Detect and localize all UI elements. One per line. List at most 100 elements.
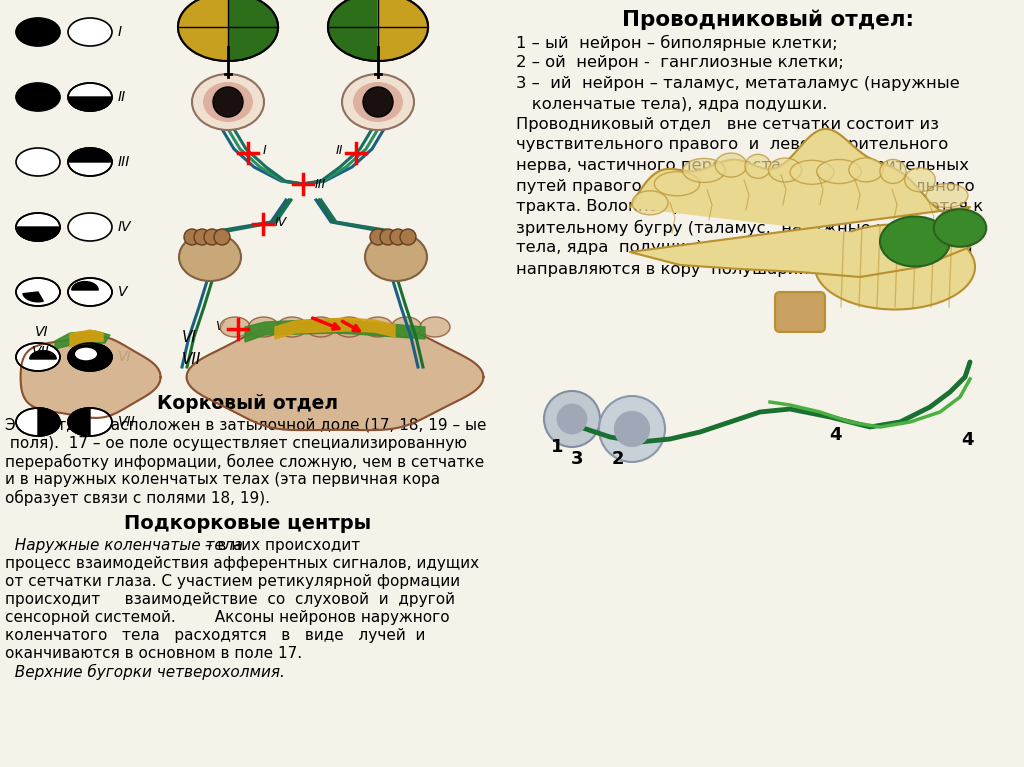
Text: оканчиваются в основном в поле 17.: оканчиваются в основном в поле 17. xyxy=(5,646,302,661)
Text: III: III xyxy=(118,155,130,169)
Text: V: V xyxy=(118,285,128,299)
Polygon shape xyxy=(16,227,60,241)
Text: II: II xyxy=(118,90,126,104)
Ellipse shape xyxy=(68,148,112,176)
Ellipse shape xyxy=(68,18,112,46)
Text: 4: 4 xyxy=(828,426,842,444)
Ellipse shape xyxy=(16,213,60,241)
Polygon shape xyxy=(70,330,103,347)
Ellipse shape xyxy=(16,343,60,371)
Ellipse shape xyxy=(75,347,97,360)
Ellipse shape xyxy=(934,209,986,247)
Polygon shape xyxy=(20,336,161,418)
Ellipse shape xyxy=(249,317,279,337)
Text: от сетчатки глаза. С участием ретикулярной формации: от сетчатки глаза. С участием ретикулярн… xyxy=(5,574,460,589)
Text: коленчатого   тела   расходятся   в   виде   лучей  и: коленчатого тела расходятся в виде лучей… xyxy=(5,628,425,643)
Text: и в наружных коленчатых телах (эта первичная кора: и в наружных коленчатых телах (эта перви… xyxy=(5,472,440,487)
Text: происходит     взаимодействие  со  слуховой  и  другой: происходит взаимодействие со слуховой и … xyxy=(5,592,455,607)
Text: путей правого и левого глаза (хиазма), зрительного: путей правого и левого глаза (хиазма), з… xyxy=(516,179,975,193)
Text: IV: IV xyxy=(118,220,132,234)
Text: процесс взаимодействия афферентных сигналов, идущих: процесс взаимодействия афферентных сигна… xyxy=(5,556,479,571)
Circle shape xyxy=(400,229,416,245)
Polygon shape xyxy=(630,129,970,277)
Ellipse shape xyxy=(342,74,414,130)
Text: V: V xyxy=(215,321,223,334)
Circle shape xyxy=(380,229,396,245)
Text: Корковый отдел: Корковый отдел xyxy=(158,394,339,413)
Text: тракта. Волокна зрительного тракта направляются к: тракта. Волокна зрительного тракта напра… xyxy=(516,199,983,214)
Text: II: II xyxy=(336,144,343,157)
Ellipse shape xyxy=(68,213,112,241)
Text: 2 – ой  нейрон -  ганглиозные клетки;: 2 – ой нейрон - ганглиозные клетки; xyxy=(516,55,844,71)
Text: VII: VII xyxy=(32,345,50,359)
Circle shape xyxy=(213,87,243,117)
Polygon shape xyxy=(68,408,90,436)
Ellipse shape xyxy=(880,160,906,183)
Ellipse shape xyxy=(16,18,60,46)
Polygon shape xyxy=(186,324,483,430)
Text: Проводниковый отдел:: Проводниковый отдел: xyxy=(622,10,914,31)
Text: зрительному бугру (таламус,  наружные коленчатые: зрительному бугру (таламус, наружные кол… xyxy=(516,219,980,235)
Ellipse shape xyxy=(68,343,112,371)
Ellipse shape xyxy=(365,233,427,281)
Ellipse shape xyxy=(815,225,975,310)
Circle shape xyxy=(194,229,210,245)
Text: 4: 4 xyxy=(961,431,973,449)
Ellipse shape xyxy=(849,158,883,182)
Text: I: I xyxy=(263,144,266,157)
Polygon shape xyxy=(38,408,60,436)
Ellipse shape xyxy=(880,216,950,266)
Circle shape xyxy=(390,229,406,245)
Text: I: I xyxy=(118,25,122,39)
Text: поля).  17 – ое поле осуществляет специализированную: поля). 17 – ое поле осуществляет специал… xyxy=(5,436,467,451)
Circle shape xyxy=(184,229,200,245)
Circle shape xyxy=(362,87,393,117)
Text: Подкорковые центры: Подкорковые центры xyxy=(124,514,372,533)
Text: направляются в кору  полушарий большого мозга.: направляются в кору полушарий большого м… xyxy=(516,261,958,277)
Text: Верхние бугорки четверохолмия.: Верхние бугорки четверохолмия. xyxy=(5,664,285,680)
Ellipse shape xyxy=(68,408,112,436)
Text: нерва, частичного перекреста нервных зрительных: нерва, частичного перекреста нервных зри… xyxy=(516,158,969,173)
Text: – в них происходит: – в них происходит xyxy=(200,538,360,553)
Polygon shape xyxy=(378,0,428,61)
Ellipse shape xyxy=(353,82,403,122)
Ellipse shape xyxy=(16,18,60,46)
Text: VI: VI xyxy=(182,330,197,344)
Circle shape xyxy=(544,391,600,447)
Ellipse shape xyxy=(306,317,336,337)
Ellipse shape xyxy=(420,317,450,337)
Ellipse shape xyxy=(68,83,112,111)
Text: VII: VII xyxy=(182,351,202,367)
Polygon shape xyxy=(178,0,228,61)
Ellipse shape xyxy=(745,154,771,178)
Ellipse shape xyxy=(178,0,278,61)
Polygon shape xyxy=(228,0,278,61)
Ellipse shape xyxy=(768,158,802,182)
Circle shape xyxy=(214,229,230,245)
Polygon shape xyxy=(72,281,98,290)
Polygon shape xyxy=(328,0,378,61)
Ellipse shape xyxy=(632,191,668,215)
Ellipse shape xyxy=(334,317,365,337)
Text: Наружные коленчатые тела: Наружные коленчатые тела xyxy=(5,538,243,553)
Ellipse shape xyxy=(362,317,393,337)
Ellipse shape xyxy=(16,408,60,436)
Ellipse shape xyxy=(683,159,725,183)
Circle shape xyxy=(204,229,220,245)
Text: VII: VII xyxy=(118,415,136,429)
Ellipse shape xyxy=(278,317,307,337)
Circle shape xyxy=(370,229,386,245)
Polygon shape xyxy=(245,319,425,342)
Text: VI: VI xyxy=(35,325,48,339)
Text: тела, ядра  подушки).  От  них  зрительные волокна: тела, ядра подушки). От них зрительные в… xyxy=(516,240,973,255)
Ellipse shape xyxy=(16,148,60,176)
Ellipse shape xyxy=(193,74,264,130)
Polygon shape xyxy=(68,97,112,111)
Polygon shape xyxy=(23,292,43,301)
Text: III: III xyxy=(315,179,327,192)
Ellipse shape xyxy=(926,183,968,208)
Ellipse shape xyxy=(16,83,60,111)
Text: 3: 3 xyxy=(570,450,584,468)
Text: коленчатые тела), ядра подушки.: коленчатые тела), ядра подушки. xyxy=(516,97,827,111)
Ellipse shape xyxy=(203,82,253,122)
